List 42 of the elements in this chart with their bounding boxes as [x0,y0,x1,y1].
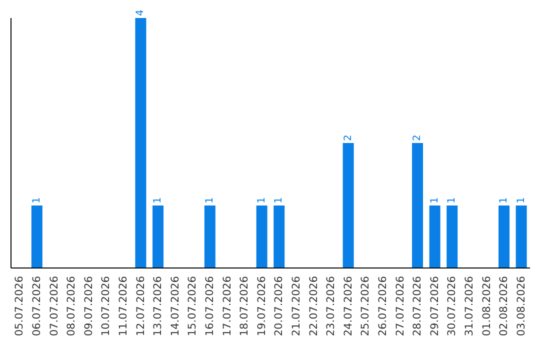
x-tick-label: 20.07.2026 [273,276,286,336]
x-tick-label: 22.07.2026 [308,276,320,336]
x-tick-label: 19.07.2026 [256,276,268,336]
x-tick-label: 10.07.2026 [100,276,112,336]
x-tick-label: 18.07.2026 [238,276,251,336]
x-tick-label: 07.07.2026 [48,276,60,336]
x-tick-label: 06.07.2026 [30,276,43,336]
data-label: 2 [342,134,354,141]
x-tick-label: 24.07.2026 [342,276,354,336]
x-tick-label: 27.07.2026 [394,276,406,336]
x-tick-label: 01.08.2026 [480,276,493,336]
x-tick-label: 23.07.2026 [325,276,338,336]
x-tick-label: 09.07.2026 [82,276,95,336]
x-tick-label: 29.07.2026 [428,276,441,336]
data-label: 1 [204,197,216,204]
x-tick-label: 21.07.2026 [290,276,302,336]
x-tick-label: 03.08.2026 [515,276,528,336]
data-label: 1 [498,197,510,204]
x-tick-label: 08.07.2026 [66,276,78,336]
x-tick-label: 15.07.2026 [186,276,199,336]
x-tick-label: 31.07.2026 [463,276,476,336]
x-tick-label: 14.07.2026 [169,276,182,336]
x-tick-label: 28.07.2026 [412,276,424,336]
x-tick-label: 11.07.2026 [117,276,130,336]
x-tick-label: 02.08.2026 [498,276,510,336]
data-label: 1 [429,197,440,204]
x-tick-label: 13.07.2026 [152,276,164,336]
data-label: 1 [446,197,458,204]
x-tick-label: 17.07.2026 [221,276,234,336]
x-tick-label: 16.07.2026 [204,276,216,336]
data-label: 1 [31,197,42,204]
x-tick-label: 05.07.2026 [14,276,26,336]
data-label: 1 [152,197,164,204]
data-label: 1 [274,197,285,204]
data-label: 1 [256,197,268,204]
x-tick-label: 25.07.2026 [360,276,372,336]
data-label: 4 [135,10,146,16]
x-tick-label: 30.07.2026 [446,276,458,336]
x-tick-label: 12.07.2026 [134,276,147,336]
x-tick-label: 26.07.2026 [376,276,389,336]
data-label: 2 [412,134,424,141]
data-label: 1 [516,197,527,204]
